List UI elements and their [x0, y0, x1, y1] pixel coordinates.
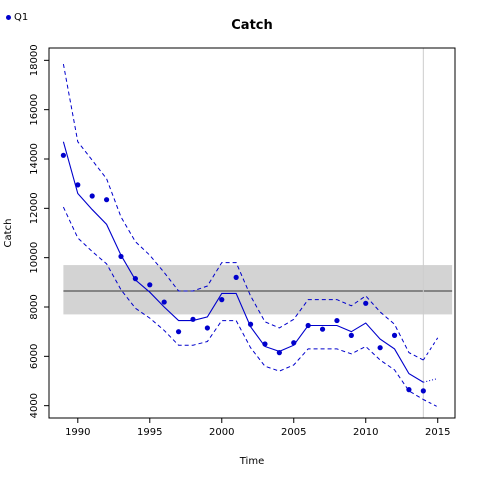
data-point-1993 [118, 253, 124, 260]
reference-band [63, 265, 453, 315]
legend-marker-q1 [6, 15, 11, 20]
data-point-2004 [276, 350, 282, 356]
y-tick-label-4000: 4000 [29, 393, 40, 418]
data-point-2010 [363, 300, 369, 306]
data-point-1997 [175, 329, 182, 335]
data-point-2012 [391, 332, 398, 338]
plot-frame [48, 47, 456, 419]
y-tick-label-18000: 18000 [29, 44, 40, 76]
series-line-dashed-thin-5 [423, 399, 438, 408]
data-point-2002 [247, 321, 254, 327]
data-point-1999 [204, 325, 210, 331]
y-tick-label-16000: 16000 [29, 94, 40, 126]
series-line-dashed-1 [62, 63, 424, 361]
y-tick-label-14000: 14000 [29, 143, 40, 175]
series-line-dashed-thin-4 [422, 337, 439, 361]
legend-label-q1: Q1 [14, 12, 29, 23]
y-tick-label-8000: 8000 [29, 294, 40, 319]
x-tick-label-2000: 2000 [209, 427, 234, 438]
series-line-dotted-3 [423, 378, 438, 383]
data-point-2001 [233, 274, 239, 280]
data-point-2014 [420, 388, 426, 394]
y-tick-label-10000: 10000 [29, 242, 40, 274]
x-axis-label: Time [239, 456, 264, 467]
x-tick-label-1990: 1990 [65, 427, 90, 438]
data-point-2005 [291, 340, 297, 346]
data-point-1995 [147, 282, 153, 288]
chart-title: Catch [231, 18, 273, 33]
series-line-dashed-2 [62, 206, 424, 400]
data-point-1994 [132, 276, 138, 282]
data-point-2009 [348, 332, 354, 338]
legend: Q1 [6, 12, 28, 23]
data-point-2011 [377, 345, 383, 351]
x-tick-label-2010: 2010 [353, 427, 378, 438]
data-point-1996 [161, 299, 167, 305]
x-tick-label-2005: 2005 [281, 427, 306, 438]
data-point-2003 [262, 341, 268, 347]
data-point-2000 [219, 297, 225, 303]
x-tick-label-2015: 2015 [425, 427, 450, 438]
data-point-2006 [305, 322, 311, 329]
series-line-solid-0 [62, 141, 424, 383]
data-point-2007 [319, 326, 326, 332]
data-point-2013 [406, 387, 412, 393]
y-axis-label: Catch [3, 219, 14, 248]
data-point-2008 [334, 317, 340, 324]
data-point-1989 [60, 152, 66, 158]
y-tick-label-6000: 6000 [29, 344, 40, 369]
x-tick-label-1995: 1995 [137, 427, 162, 438]
data-point-1998 [190, 316, 196, 322]
y-tick-label-12000: 12000 [29, 192, 40, 224]
data-point-1991 [89, 193, 95, 199]
data-point-1990 [75, 182, 81, 188]
data-point-1992 [103, 197, 110, 203]
